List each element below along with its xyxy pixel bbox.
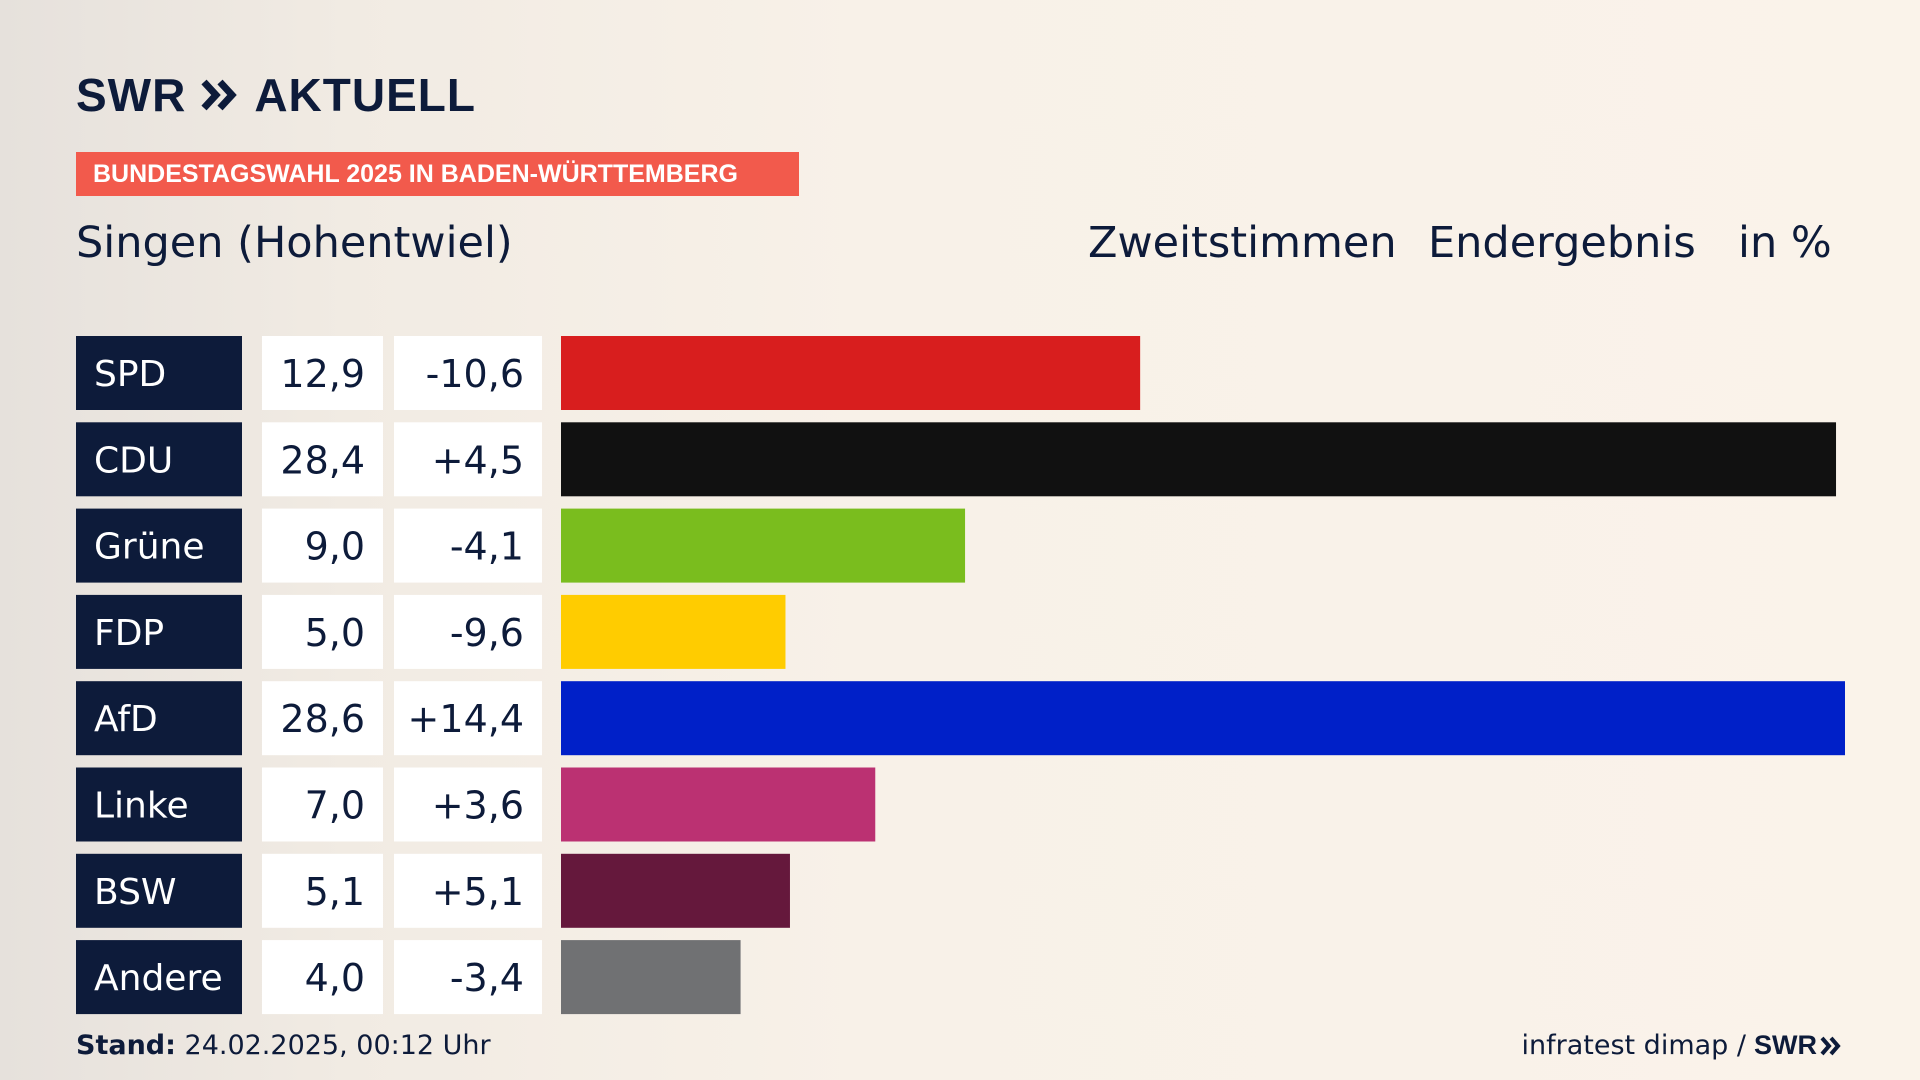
swr-aktuell-logo: SWR AKTUELL — [76, 69, 476, 121]
change-label: -10,6 — [426, 352, 524, 396]
logo-product-text: AKTUELL — [254, 69, 476, 121]
chart-row-andere: Andere 4,0 -3,4 — [76, 940, 741, 1015]
chart-row-bsw: BSW 5,1 +5,1 — [76, 853, 790, 928]
change-box — [394, 940, 542, 1015]
chart-row-grüne: Grüne 9,0 -4,1 — [76, 508, 966, 583]
value-box — [262, 681, 383, 756]
value-label: 5,0 — [305, 611, 365, 655]
chart-row-spd: SPD 12,9 -10,6 — [76, 336, 1141, 410]
party-label: Andere — [94, 958, 223, 999]
stand-value: 24.02.2025, 00:12 Uhr — [184, 1030, 491, 1061]
change-label: +5,1 — [432, 870, 524, 914]
bar-grüne — [561, 508, 966, 583]
value-box — [262, 940, 383, 1015]
place-title: Singen (Hohentwiel) — [76, 218, 513, 268]
logo-swr-text: SWR — [76, 69, 187, 121]
change-label: +4,5 — [432, 438, 524, 482]
mini-logo-text: SWR — [1754, 1030, 1817, 1060]
party-label-box — [76, 853, 242, 928]
change-label: +14,4 — [408, 697, 524, 741]
change-label: +3,6 — [432, 784, 524, 828]
party-label: AfD — [94, 699, 158, 740]
header-status: Endergebnis — [1428, 218, 1696, 268]
bar-spd — [561, 336, 1141, 410]
party-label-box — [76, 940, 242, 1015]
value-box — [262, 508, 383, 583]
party-label-box — [76, 681, 242, 756]
change-box — [394, 853, 542, 928]
party-label-box — [76, 422, 242, 497]
party-label-box — [76, 508, 242, 583]
header-vote-type: Zweitstimmen — [1088, 218, 1397, 268]
footer-source: infratest dimap / SWR — [1521, 1030, 1842, 1061]
value-box — [262, 336, 383, 410]
change-box — [394, 767, 542, 842]
value-label: 28,6 — [280, 697, 365, 741]
bar-afd — [561, 681, 1845, 756]
bar-andere — [561, 940, 741, 1015]
party-label: Linke — [94, 786, 189, 827]
party-label-box — [76, 767, 242, 842]
change-label: -9,6 — [450, 611, 524, 655]
change-box — [394, 508, 542, 583]
party-label: BSW — [94, 872, 177, 913]
bar-fdp — [561, 594, 786, 669]
change-box — [394, 594, 542, 669]
value-label: 4,0 — [305, 956, 365, 1000]
party-label-box — [76, 336, 242, 410]
change-box — [394, 336, 542, 410]
double-chevron-icon — [200, 78, 240, 112]
party-label: Grüne — [94, 527, 204, 568]
footer-stand: Stand: 24.02.2025, 00:12 Uhr — [76, 1030, 491, 1061]
party-label: SPD — [94, 354, 166, 395]
value-label: 12,9 — [280, 352, 365, 396]
change-box — [394, 422, 542, 497]
change-label: -3,4 — [450, 956, 524, 1000]
value-label: 7,0 — [305, 784, 365, 828]
party-label-box — [76, 594, 242, 669]
bar-bsw — [561, 853, 790, 928]
swr-mini-logo: SWR — [1754, 1030, 1842, 1061]
value-label: 5,1 — [305, 870, 365, 914]
chart-row-fdp: FDP 5,0 -9,6 — [76, 594, 786, 669]
value-box — [262, 767, 383, 842]
party-label: FDP — [94, 613, 164, 654]
chart-row-linke: Linke 7,0 +3,6 — [76, 767, 876, 842]
value-box — [262, 422, 383, 497]
mini-chevron-icon — [1820, 1036, 1841, 1055]
value-label: 9,0 — [305, 525, 365, 569]
value-box — [262, 853, 383, 928]
header-unit: in % — [1738, 218, 1832, 268]
change-box — [394, 681, 542, 756]
bar-linke — [561, 767, 876, 842]
value-box — [262, 594, 383, 669]
chart-row-afd: AfD 28,6 +14,4 — [76, 681, 1845, 756]
stand-label: Stand: — [76, 1030, 176, 1061]
change-label: -4,1 — [450, 525, 524, 569]
bar-cdu — [561, 422, 1837, 497]
party-label: CDU — [94, 440, 173, 481]
value-label: 28,4 — [280, 438, 365, 482]
source-text: infratest dimap / — [1521, 1030, 1746, 1061]
chart-row-cdu: CDU 28,4 +4,5 — [76, 422, 1837, 497]
election-banner: BUNDESTAGSWAHL 2025 IN BADEN-WÜRTTEMBERG — [76, 152, 799, 196]
